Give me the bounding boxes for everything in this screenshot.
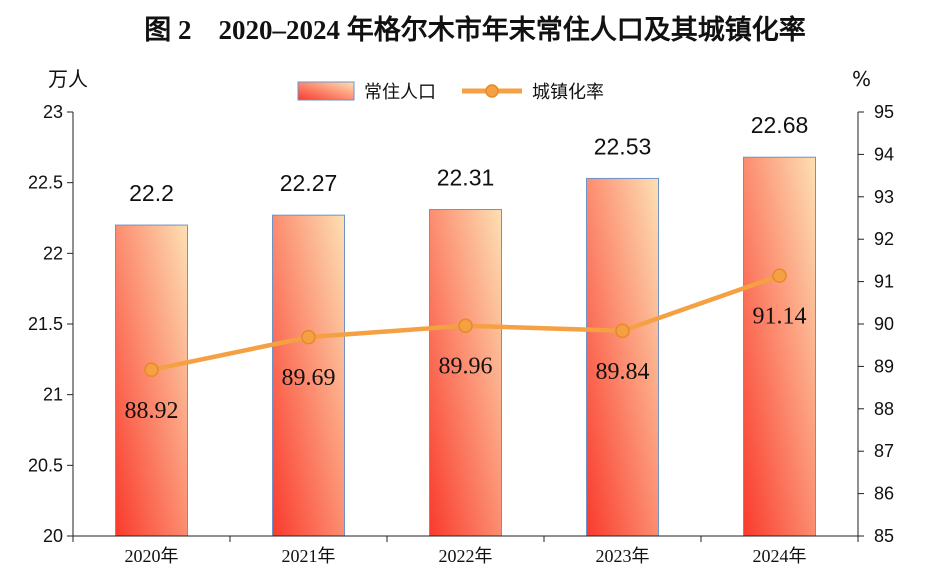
- data-labels: 22.2 22.27 22.31 22.53 22.68 88.92 89.69 89.96 8…: [125, 112, 809, 424]
- line-point: [772, 268, 787, 283]
- line-point: [301, 329, 316, 345]
- line-data-label: 88.92: [125, 398, 179, 424]
- left-axis-unit: 万人: [48, 67, 88, 91]
- bar-data-label: 22.68: [751, 112, 809, 138]
- right-tick-label: 89: [874, 356, 894, 376]
- line-data-label: 89.96: [439, 354, 493, 380]
- bar-data-label: 22.2: [129, 180, 174, 206]
- left-tick-label: 23: [43, 102, 63, 122]
- bar: [429, 209, 502, 537]
- right-tick-label: 93: [874, 187, 894, 207]
- chart-title: 图 2 2020–2024 年格尔木市年末常住人口及其城镇化率: [144, 14, 806, 45]
- bar-data-label: 22.53: [594, 133, 652, 159]
- left-tick-label: 21: [43, 385, 63, 405]
- right-axis-unit: %: [852, 67, 871, 91]
- legend-line-marker: [485, 84, 499, 98]
- left-tick-label: 20.5: [28, 455, 63, 475]
- line-point: [615, 323, 630, 339]
- legend-line-label: 城镇化率: [532, 82, 604, 103]
- line-series: [144, 268, 787, 378]
- left-tick-label: 21.5: [28, 314, 63, 334]
- x-tick-label: 2021年: [282, 546, 336, 566]
- bar: [115, 224, 188, 537]
- line-point: [458, 318, 473, 333]
- left-axis: 20 20.5 21 21.5 22 22.5 23: [28, 102, 74, 546]
- bar: [272, 214, 345, 537]
- right-tick-label: 88: [874, 399, 894, 419]
- line-point: [144, 362, 159, 378]
- x-tick-label: 2023年: [596, 546, 650, 566]
- x-tick-label: 2020年: [125, 546, 179, 566]
- x-axis: 2020年 2021年 2022年 2023年 2024年: [72, 535, 859, 566]
- x-tick-label: 2022年: [439, 546, 493, 566]
- bar-data-label: 22.27: [280, 170, 338, 196]
- line-data-label: 89.69: [282, 365, 336, 391]
- line-data-label: 89.84: [596, 359, 650, 385]
- right-tick-label: 91: [874, 272, 894, 292]
- legend-bar-swatch: [297, 81, 355, 101]
- x-tick-label: 2024年: [753, 546, 807, 566]
- right-tick-label: 87: [874, 441, 894, 461]
- bar: [586, 177, 659, 537]
- left-tick-label: 20: [43, 526, 63, 546]
- left-tick-label: 22: [43, 243, 63, 263]
- right-tick-label: 94: [874, 144, 894, 164]
- right-tick-label: 85: [874, 526, 894, 546]
- line-data-label: 91.14: [753, 304, 807, 330]
- right-tick-label: 95: [874, 102, 894, 122]
- right-tick-label: 92: [874, 229, 894, 249]
- bar-series: [115, 156, 816, 537]
- left-tick-label: 22.5: [28, 173, 63, 193]
- bar-data-label: 22.31: [437, 165, 495, 191]
- right-axis: 85 86 87 88 89 90 91 92 93 94 95: [857, 102, 894, 546]
- bar: [743, 156, 816, 537]
- legend: 常住人口 城镇化率: [297, 81, 604, 103]
- right-tick-label: 86: [874, 484, 894, 504]
- legend-bar-label: 常住人口: [364, 82, 436, 103]
- right-tick-label: 90: [874, 314, 894, 334]
